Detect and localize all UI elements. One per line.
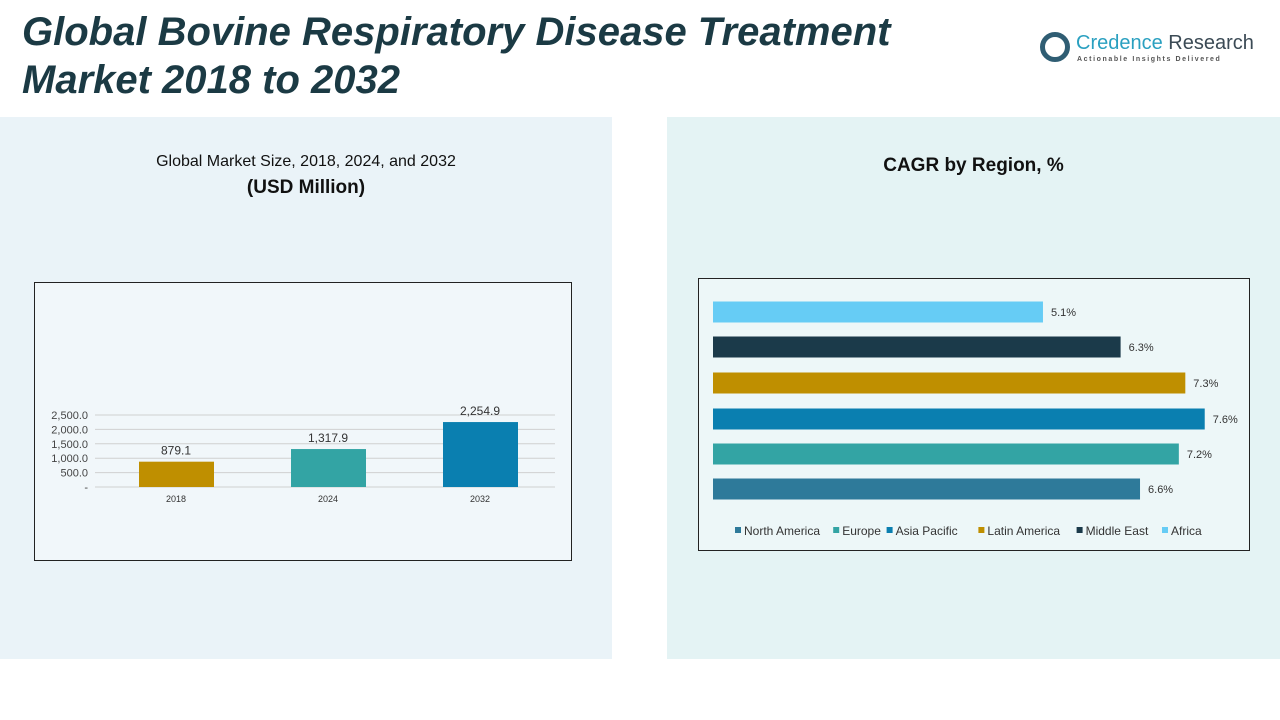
- cagr-bar-chart: 6.6% 7.2% 7.6% 7.3% 6.3% 5.1% North America Eur…: [713, 301, 1238, 538]
- data-label: 2,254.9: [460, 404, 500, 418]
- data-label: 6.3%: [1129, 342, 1154, 354]
- bar-2032: [443, 422, 518, 487]
- bar-africa: [713, 301, 1043, 323]
- data-label: 7.2%: [1187, 449, 1212, 461]
- y-tick-label: 2,000.0: [51, 424, 88, 436]
- data-label: 879.1: [161, 444, 191, 458]
- data-label: 5.1%: [1051, 307, 1076, 319]
- bar-2018: [139, 461, 214, 487]
- chart-title: Global Market Size, 2018, 2024, and 2032: [156, 153, 456, 170]
- legend-marker: [978, 527, 985, 533]
- bar-north-america: [713, 478, 1141, 500]
- legend-marker: [833, 527, 840, 533]
- chart-subtitle: (USD Million): [246, 177, 366, 198]
- bar-2024: [291, 449, 366, 487]
- legend-marker: [735, 527, 741, 533]
- bar-asia-pacific: [713, 408, 1205, 430]
- data-label: 1,317.9: [308, 431, 348, 445]
- credence-research-logo: Credence Research Actionable Insights De…: [1040, 30, 1260, 70]
- x-tick-label: 2024: [318, 494, 338, 504]
- legend-marker: [1162, 527, 1168, 533]
- legend-item: Europe: [842, 524, 881, 538]
- data-label: 7.6%: [1213, 414, 1238, 426]
- data-label: 6.6%: [1148, 484, 1173, 496]
- bar-latin-america: [713, 372, 1186, 394]
- chart-title: CAGR by Region, %: [883, 155, 1064, 176]
- legend-item: Africa: [1171, 524, 1202, 538]
- y-tick-label: 2,500.0: [51, 410, 88, 422]
- page-title: Global Bovine Respiratory Disease Treatm…: [22, 10, 891, 102]
- y-tick-label: 1,000.0: [51, 453, 88, 465]
- legend-item: Latin America: [987, 524, 1060, 538]
- legend-item: North America: [744, 524, 820, 538]
- y-tick-label: -: [84, 482, 88, 494]
- market-size-bar-chart: - 500.0 1,000.0 1,500.0 2,000.0 2,500.0 879.1 2…: [51, 404, 555, 504]
- legend-marker: [886, 527, 893, 533]
- cagr-panel: CAGR by Region, % 6.6% 7.2% 7.6% 7.3% 6.3% 5.…: [667, 117, 1280, 659]
- bar-middle-east: [713, 336, 1121, 358]
- y-tick-label: 1,500.0: [51, 439, 88, 451]
- legend-item: Asia Pacific: [896, 524, 958, 538]
- logo-chart-icon: [1040, 32, 1070, 62]
- bar-europe: [713, 443, 1179, 465]
- market-size-panel: Global Market Size, 2018, 2024, and 2032…: [0, 117, 612, 659]
- legend-marker: [1076, 527, 1083, 533]
- data-label: 7.3%: [1193, 378, 1218, 390]
- x-tick-label: 2018: [166, 494, 186, 504]
- legend-item: Middle East: [1086, 524, 1149, 538]
- x-tick-label: 2032: [470, 494, 490, 504]
- y-tick-label: 500.0: [60, 468, 88, 480]
